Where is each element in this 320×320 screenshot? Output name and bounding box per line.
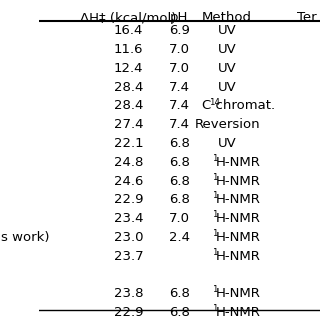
Text: H-NMR: H-NMR xyxy=(216,287,261,300)
Text: 24.8: 24.8 xyxy=(114,156,143,169)
Text: 7.4: 7.4 xyxy=(169,118,190,131)
Text: 27.4: 27.4 xyxy=(114,118,143,131)
Text: 7.4: 7.4 xyxy=(169,100,190,113)
Text: 6.9: 6.9 xyxy=(169,24,190,37)
Text: 2.4: 2.4 xyxy=(169,231,190,244)
Text: Reversion: Reversion xyxy=(194,118,260,131)
Text: UV: UV xyxy=(218,62,236,75)
Text: 1: 1 xyxy=(212,154,217,163)
Text: 6.8: 6.8 xyxy=(169,156,190,169)
Text: 6.8: 6.8 xyxy=(169,193,190,206)
Text: 7.0: 7.0 xyxy=(169,212,190,225)
Text: C chromat.: C chromat. xyxy=(202,100,275,113)
Text: H-NMR: H-NMR xyxy=(216,306,261,319)
Text: 7.0: 7.0 xyxy=(169,43,190,56)
Text: UV: UV xyxy=(218,137,236,150)
Text: 7.0: 7.0 xyxy=(169,62,190,75)
Text: 22.9: 22.9 xyxy=(114,193,143,206)
Text: H-NMR: H-NMR xyxy=(216,174,261,188)
Text: 6.8: 6.8 xyxy=(169,137,190,150)
Text: s work): s work) xyxy=(1,231,50,244)
Text: 22.1: 22.1 xyxy=(114,137,143,150)
Text: UV: UV xyxy=(218,24,236,37)
Text: UV: UV xyxy=(218,81,236,94)
Text: H-NMR: H-NMR xyxy=(216,193,261,206)
Text: UV: UV xyxy=(218,43,236,56)
Text: 1: 1 xyxy=(212,285,217,294)
Text: 1: 1 xyxy=(212,248,217,257)
Text: 12.4: 12.4 xyxy=(114,62,143,75)
Text: H-NMR: H-NMR xyxy=(216,212,261,225)
Text: 1: 1 xyxy=(212,304,217,313)
Text: 28.4: 28.4 xyxy=(114,100,143,113)
Text: 16.4: 16.4 xyxy=(114,24,143,37)
Text: Ter: Ter xyxy=(298,11,317,24)
Text: 1: 1 xyxy=(212,229,217,238)
Text: 1: 1 xyxy=(212,191,217,200)
Text: 28.4: 28.4 xyxy=(114,81,143,94)
Text: 14: 14 xyxy=(209,98,220,107)
Text: H-NMR: H-NMR xyxy=(216,231,261,244)
Text: H-NMR: H-NMR xyxy=(216,156,261,169)
Text: 23.7: 23.7 xyxy=(114,250,143,262)
Text: pH: pH xyxy=(170,11,188,24)
Text: 6.8: 6.8 xyxy=(169,174,190,188)
Text: 1: 1 xyxy=(212,173,217,182)
Text: 11.6: 11.6 xyxy=(114,43,143,56)
Text: 6.8: 6.8 xyxy=(169,306,190,319)
Text: 24.6: 24.6 xyxy=(114,174,143,188)
Text: H-NMR: H-NMR xyxy=(216,250,261,262)
Text: 22.9: 22.9 xyxy=(114,306,143,319)
Text: 1: 1 xyxy=(212,210,217,219)
Text: 6.8: 6.8 xyxy=(169,287,190,300)
Text: 23.8: 23.8 xyxy=(114,287,143,300)
Text: ΔH‡ (kcal/mol): ΔH‡ (kcal/mol) xyxy=(80,11,177,24)
Text: Method: Method xyxy=(202,11,252,24)
Text: 23.0: 23.0 xyxy=(114,231,143,244)
Text: 7.4: 7.4 xyxy=(169,81,190,94)
Text: 23.4: 23.4 xyxy=(114,212,143,225)
